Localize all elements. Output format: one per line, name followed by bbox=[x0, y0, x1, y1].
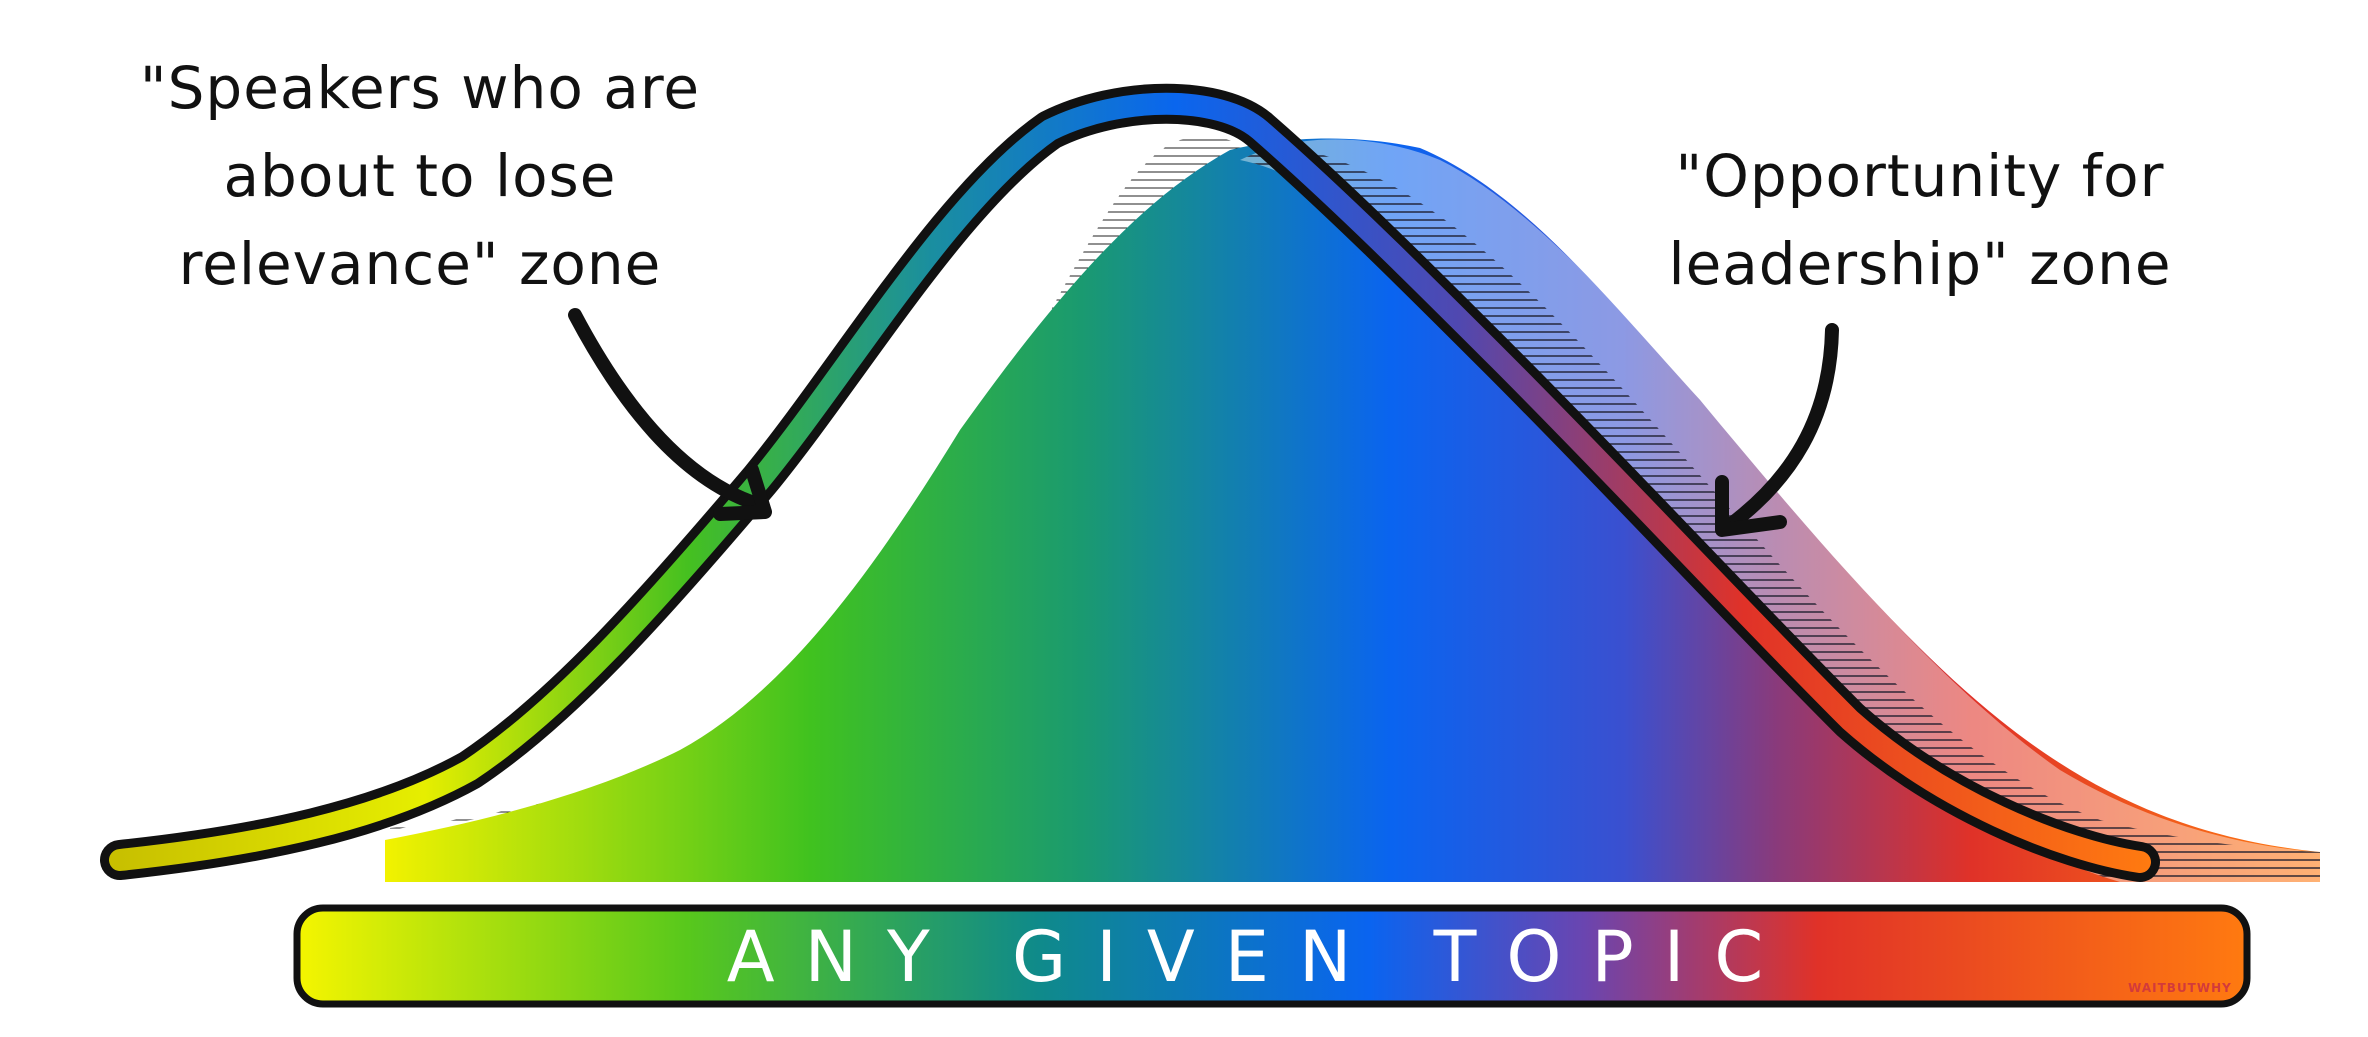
left-arrow-icon bbox=[568, 308, 772, 521]
right-zone-line-2: leadership" zone bbox=[1668, 230, 2171, 298]
signature: WAITBUTWHY bbox=[2128, 981, 2232, 995]
topic-spectrum-bar bbox=[293, 904, 2251, 1008]
right-arrow-icon bbox=[1715, 323, 1839, 537]
left-zone-line-1: "Speakers who are bbox=[140, 54, 700, 122]
old-curve-line bbox=[109, 92, 2151, 873]
left-zone-line-3: relevance" zone bbox=[179, 230, 662, 298]
right-zone-line-1: "Opportunity for bbox=[1676, 142, 2165, 210]
left-zone-line-2: about to lose bbox=[224, 142, 617, 210]
topic-label: ANY GIVEN TOPIC bbox=[727, 916, 1793, 998]
